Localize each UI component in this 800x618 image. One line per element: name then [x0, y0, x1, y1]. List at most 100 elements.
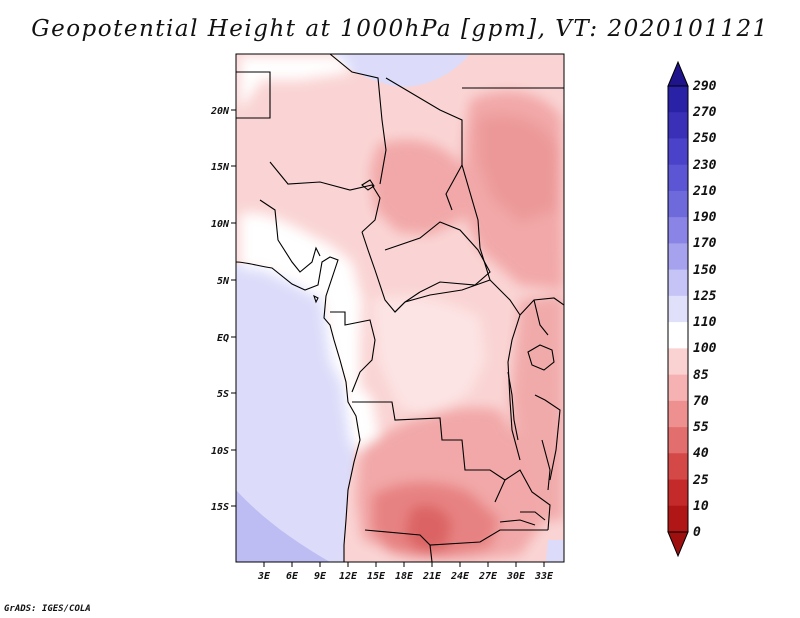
lat-labels: 20N 15N 10N 5N EQ 5S 10S 15S	[210, 106, 230, 513]
colorbar-segment	[668, 479, 688, 507]
lon-label: 18E	[395, 571, 414, 582]
colorbar-label: 55	[693, 420, 709, 435]
coastline-west-africa	[236, 256, 361, 562]
colorbar-label: 170	[693, 236, 717, 251]
white-zone-west	[240, 212, 362, 400]
lon-axis	[263, 562, 545, 567]
colorbar-segment	[668, 374, 688, 402]
colorbar-segment	[668, 348, 688, 375]
colorbar-segment	[668, 164, 688, 192]
nile-region	[533, 299, 549, 336]
border-niger-north	[385, 77, 463, 211]
white-zone-north	[240, 56, 352, 110]
colorbar-segment	[668, 112, 688, 139]
border-gulf-of-guinea	[259, 199, 321, 273]
colorbar-segment	[668, 400, 688, 428]
lake-tanganyika	[507, 371, 519, 441]
lat-label: EQ	[217, 333, 229, 344]
map-field	[236, 54, 564, 562]
light-pink-centre	[372, 296, 485, 420]
high-zone-south-core	[405, 505, 452, 552]
colorbar-label: 40	[693, 446, 709, 461]
colorbar-label: 125	[693, 289, 717, 304]
border-congo	[330, 311, 376, 393]
lake-kariba	[520, 511, 546, 521]
colorbar-label: 230	[692, 158, 717, 173]
lon-label: 33E	[534, 571, 554, 582]
colorbar-label: 25	[692, 473, 709, 488]
island-bioko	[313, 294, 319, 304]
lon-label: 27E	[478, 571, 498, 582]
lon-label: 24E	[450, 571, 470, 582]
lon-label: 12E	[339, 571, 358, 582]
ocean-north-region	[335, 54, 470, 87]
ocean-deep-region	[236, 490, 330, 562]
border-chad-sudan-2	[461, 164, 491, 281]
colorbar-segment	[668, 138, 688, 166]
colorbar-segment	[668, 269, 688, 297]
colorbar-segment	[668, 427, 688, 454]
lat-label: 10N	[211, 219, 230, 230]
lon-label: 15E	[367, 571, 386, 582]
colorbar-label: 150	[693, 263, 717, 278]
colorbar-label: 250	[692, 131, 717, 146]
colorbar-segment	[668, 86, 688, 113]
field-shading	[240, 56, 564, 560]
lat-axis	[231, 109, 236, 507]
colorbar-label: 190	[693, 210, 717, 225]
colorbar-segment	[668, 295, 688, 323]
lat-label: 10S	[211, 446, 229, 457]
map-title: Geopotential Height at 1000hPa [gpm], VT…	[31, 16, 769, 42]
border-mauritania-mali	[236, 71, 271, 119]
lake-malawi	[541, 439, 551, 491]
credit-text: GrADS: IGES/COLA	[4, 604, 91, 614]
border-drc-east	[507, 314, 521, 461]
colorbar-segment	[668, 190, 688, 218]
colorbar-label: 0	[693, 525, 701, 540]
colorbar-segment	[668, 322, 688, 349]
lat-label: 5S	[217, 389, 229, 400]
border-car	[384, 221, 491, 293]
border-mali-algeria	[329, 54, 387, 185]
border-zambia	[504, 469, 551, 531]
boundaries	[236, 54, 564, 562]
lake-victoria	[527, 344, 555, 371]
colorbar-label: 270	[692, 105, 717, 120]
high-zone-east-core	[478, 115, 558, 222]
ocean-south-east	[546, 540, 564, 562]
lon-label: 30E	[506, 571, 526, 582]
lon-label: 9E	[314, 571, 327, 582]
lat-label: 5N	[217, 276, 230, 287]
high-zone-north-central	[370, 139, 470, 235]
lat-label: 15S	[211, 502, 229, 513]
colorbar-segment	[668, 217, 688, 244]
border-angola	[352, 401, 506, 503]
colorbar-top-arrow	[667, 60, 689, 87]
map-frame	[235, 53, 565, 563]
colorbar: 290 270 250 230 210 190 170 150 125 110 …	[667, 60, 717, 558]
lon-label: 21E	[422, 571, 442, 582]
colorbar-label: 210	[692, 184, 717, 199]
colorbar-bottom-arrow	[667, 531, 689, 558]
colorbar-segment	[668, 453, 688, 480]
lake-chad	[361, 179, 375, 191]
border-sahel-south	[269, 161, 381, 233]
border-botswana	[429, 544, 433, 562]
lat-label: 20N	[210, 106, 230, 117]
lon-labels: 3E 6E 9E 12E 15E 18E 21E 24E 27E 30E 33E	[257, 571, 554, 582]
border-tanzania	[534, 394, 561, 481]
border-namibia	[364, 529, 548, 546]
zambezi-outline	[499, 519, 536, 526]
ocean-region	[236, 264, 356, 562]
colorbar-segment	[668, 505, 688, 533]
colorbar-label: 100	[693, 341, 717, 356]
colorbar-label: 290	[692, 79, 717, 94]
colorbar-segments	[667, 85, 689, 533]
border-east-africa	[519, 297, 564, 316]
colorbar-label: 70	[693, 394, 709, 409]
colorbar-labels: 290 270 250 230 210 190 170 150 125 110 …	[692, 79, 717, 540]
lon-label: 3E	[257, 571, 271, 582]
lat-label: 15N	[211, 162, 230, 173]
colorbar-label: 110	[693, 315, 717, 330]
